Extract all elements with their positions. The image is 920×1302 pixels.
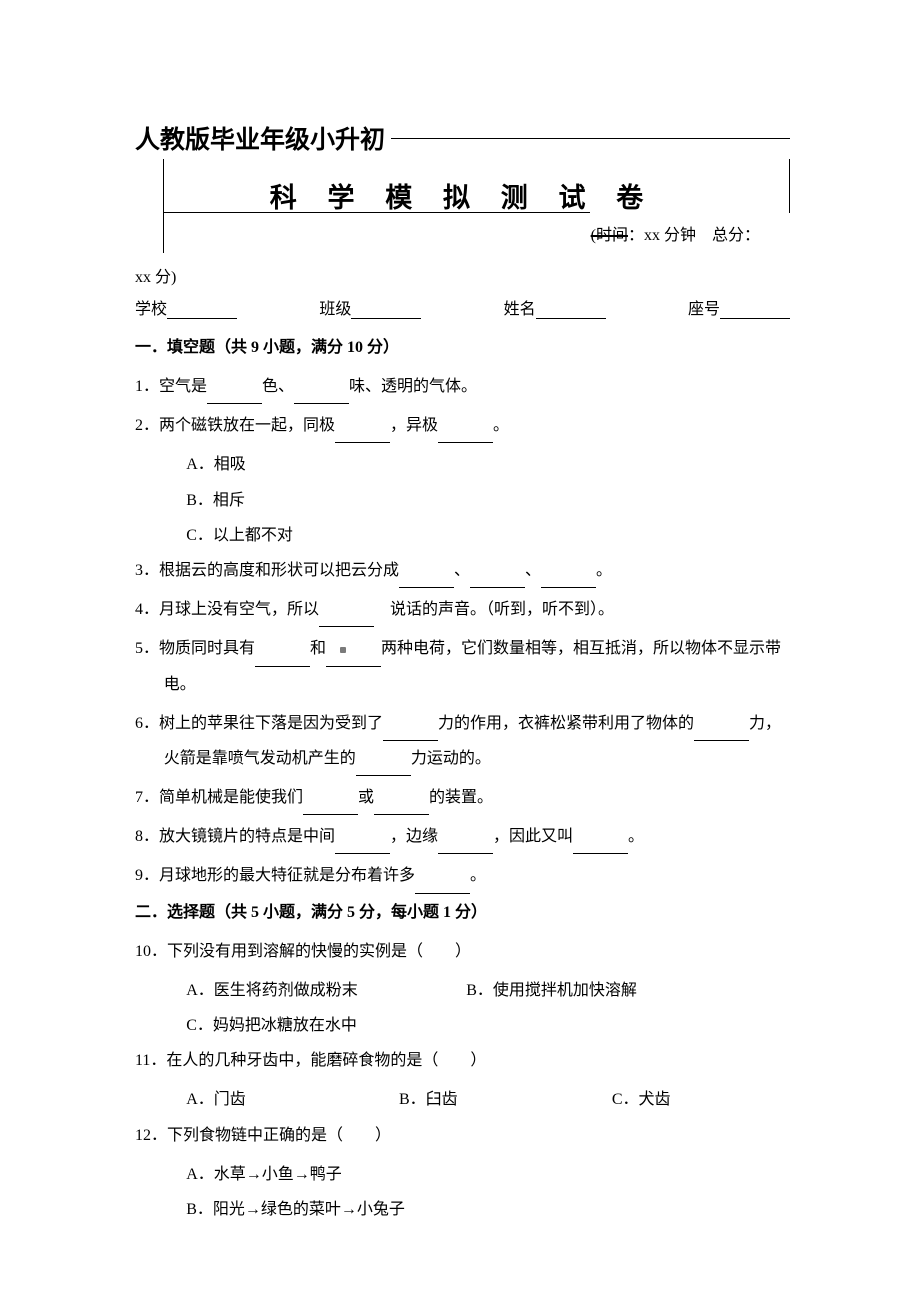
page-mark-icon [340, 647, 346, 653]
time-info: (时间：xx 分钟 总分： [135, 221, 790, 245]
title-box: 科 学 模 拟 测 试 卷 (时间：xx 分钟 总分： [135, 164, 790, 253]
q10-option-c: C．妈妈把冰糖放在水中 [135, 1008, 790, 1043]
question-10: 10．下列没有用到溶解的快慢的实例是（ ） [135, 934, 790, 969]
question-2: 2．两个磁铁放在一起，同极，异极。 [135, 408, 790, 443]
question-7: 7．简单机械是能使我们或的装置。 [135, 780, 790, 815]
section-fill-blank: 一．填空题（共 9 小题，满分 10 分） [135, 333, 790, 357]
subtitle: 科 学 模 拟 测 试 卷 [135, 164, 790, 229]
question-9: 9．月球地形的最大特征就是分布着许多。 [135, 858, 790, 893]
main-title: 人教版毕业年级小升初 [135, 120, 385, 156]
q2-option-c: C．以上都不对 [135, 518, 790, 553]
question-4: 4．月球上没有空气，所以 说话的声音。（听到，听不到）。 [135, 592, 790, 627]
q2-option-a: A．相吸 [135, 447, 790, 482]
q11-options: A．门齿 B．臼齿 C．犬齿 [135, 1082, 790, 1117]
question-1: 1．空气是色、味、透明的气体。 [135, 369, 790, 404]
q12-option-b: B．阳光→绿色的菜叶→小兔子 [135, 1192, 790, 1227]
title-rule [391, 138, 790, 139]
question-12: 12．下列食物链中正确的是（ ） [135, 1118, 790, 1153]
q12-option-a: A．水草→小鱼→鸭子 [135, 1157, 790, 1192]
question-3: 3．根据云的高度和形状可以把云分成、、。 [135, 553, 790, 588]
question-8: 8．放大镜镜片的特点是中间，边缘，因此又叫。 [135, 819, 790, 854]
question-11: 11．在人的几种牙齿中，能磨碎食物的是（ ） [135, 1043, 790, 1078]
section-choice: 二．选择题（共 5 小题，满分 5 分，每小题 1 分） [135, 898, 790, 922]
question-6: 6．树上的苹果往下落是因为受到了力的作用，衣裤松紧带利用了物体的力，火箭是靠喷气… [135, 706, 790, 776]
q10-options-row1: A．医生将药剂做成粉末 B．使用搅拌机加快溶解 [135, 973, 790, 1008]
q2-option-b: B．相斥 [135, 483, 790, 518]
score-line: xx 分) [135, 263, 790, 287]
question-5: 5．物质同时具有和两种电荷，它们数量相等，相互抵消，所以物体不显示带电。 [135, 631, 790, 701]
student-info: 学校 班级 姓名 座号 [135, 295, 790, 319]
